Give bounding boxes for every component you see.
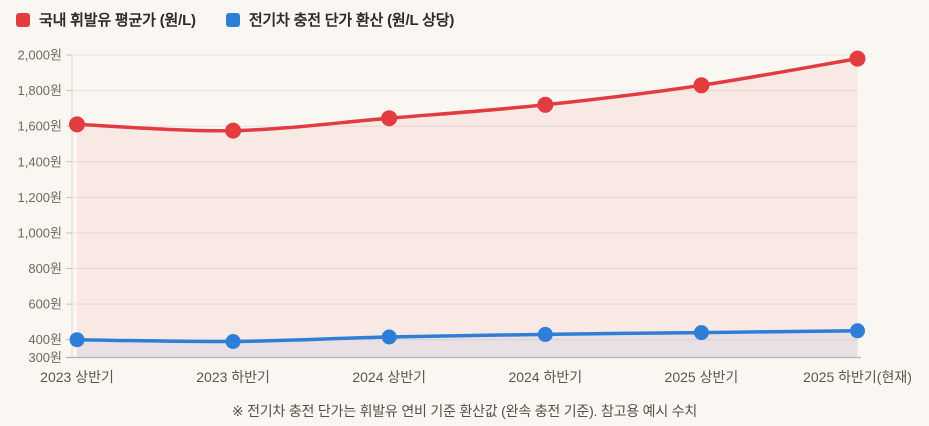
data-point-gasoline-0[interactable]	[69, 116, 85, 133]
data-point-gasoline-5[interactable]	[849, 50, 866, 67]
x-category-label: 2025 상반기	[665, 369, 739, 385]
y-tick-label: 2,000원	[18, 48, 63, 63]
x-category-label: 2023 상반기	[40, 369, 114, 385]
data-point-ev-5[interactable]	[850, 323, 865, 339]
y-tick-label: 1,800원	[18, 83, 63, 98]
data-point-ev-3[interactable]	[537, 326, 553, 342]
y-tick-label: 1,000원	[18, 225, 63, 240]
series-line-gasoline	[75, 56, 860, 133]
chart-footnote: ※ 전기차 충전 단가는 휘발유 연비 기준 환산값 (완속 충전 기준). 참…	[231, 403, 698, 419]
y-tick-label: 1,200원	[18, 190, 63, 205]
ev-swatch-icon	[225, 12, 240, 27]
y-tick-label: 800원	[28, 261, 62, 276]
data-point-ev-4[interactable]	[693, 325, 709, 341]
data-point-ev-0[interactable]	[69, 332, 85, 348]
series-line-ev	[75, 329, 860, 344]
legend-label-ev: 전기차 충전 단가 환산 (원/L 상당)	[248, 12, 455, 29]
data-point-ev-2[interactable]	[381, 329, 397, 345]
y-tick-label: 1,600원	[18, 119, 63, 134]
x-category-label: 2025 하반기(현재)	[803, 369, 912, 385]
y-tick-label: 600원	[28, 297, 62, 312]
data-point-gasoline-4[interactable]	[693, 77, 710, 94]
data-point-gasoline-2[interactable]	[381, 110, 398, 127]
x-category-label: 2023 하반기	[196, 369, 270, 385]
y-tick-label: 1,400원	[18, 154, 63, 169]
x-category-label: 2024 하반기	[508, 369, 582, 385]
y-tick-label: 300원	[28, 350, 62, 365]
legend-item-ev[interactable]: 전기차 충전 단가 환산 (원/L 상당)	[225, 9, 455, 30]
data-point-gasoline-1[interactable]	[225, 122, 242, 139]
data-point-ev-1[interactable]	[225, 334, 241, 349]
series-area-ev	[77, 330, 858, 358]
series-area-gasoline	[77, 58, 858, 358]
y-tick-label: 400원	[28, 332, 62, 347]
legend-item-gasoline[interactable]: 국내 휘발유 평균가 (원/L)	[16, 9, 196, 30]
x-category-label: 2024 상반기	[352, 369, 426, 385]
data-point-gasoline-3[interactable]	[537, 96, 554, 113]
legend: 국내 휘발유 평균가 (원/L) 전기차 충전 단가 환산 (원/L 상당)	[16, 9, 454, 30]
legend-label-gasoline: 국내 휘발유 평균가 (원/L)	[39, 12, 196, 29]
gasoline-swatch-icon	[16, 12, 30, 27]
